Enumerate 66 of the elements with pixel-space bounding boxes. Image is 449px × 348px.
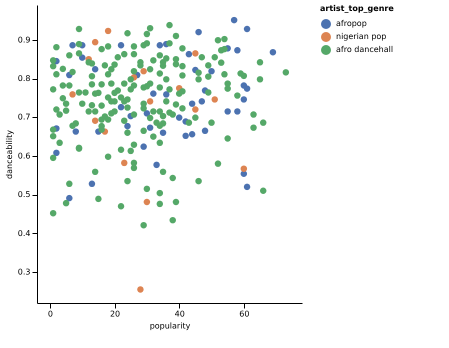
point bbox=[156, 42, 164, 48]
point bbox=[124, 122, 131, 130]
point bbox=[140, 143, 147, 150]
point bbox=[230, 16, 238, 24]
point bbox=[92, 117, 98, 124]
point bbox=[240, 165, 248, 172]
point bbox=[118, 104, 124, 110]
point bbox=[188, 131, 196, 138]
point bbox=[104, 28, 112, 34]
point bbox=[160, 129, 166, 136]
point bbox=[198, 98, 206, 105]
point bbox=[244, 184, 250, 190]
point bbox=[146, 98, 154, 105]
point bbox=[176, 114, 182, 121]
point bbox=[121, 160, 128, 166]
point bbox=[192, 50, 199, 57]
point bbox=[92, 66, 98, 72]
point bbox=[224, 108, 231, 115]
point bbox=[244, 26, 250, 32]
x-tick-label: 40 bbox=[174, 310, 185, 318]
point bbox=[186, 50, 192, 58]
point bbox=[270, 48, 276, 56]
point bbox=[137, 286, 144, 293]
point bbox=[188, 100, 196, 107]
point bbox=[88, 180, 96, 188]
point bbox=[240, 96, 248, 103]
point bbox=[212, 96, 218, 103]
point bbox=[234, 47, 241, 54]
point bbox=[153, 162, 160, 168]
y-tick-label: 0.5 bbox=[18, 190, 30, 200]
y-tick-label: 0.8 bbox=[18, 74, 30, 84]
y-axis-title: danceability bbox=[4, 130, 14, 179]
x-tick-label: 20 bbox=[110, 310, 120, 318]
point bbox=[92, 38, 98, 46]
point bbox=[163, 91, 170, 98]
y-tick-label: 0.6 bbox=[18, 151, 30, 160]
point bbox=[69, 91, 76, 98]
legend-label: afro dancehall bbox=[336, 45, 394, 54]
point bbox=[118, 42, 124, 48]
point bbox=[53, 150, 60, 156]
legend-label: afropop bbox=[336, 19, 367, 28]
y-tick-label: 0.7 bbox=[18, 112, 30, 122]
point bbox=[144, 110, 150, 117]
x-tick-label: 60 bbox=[239, 310, 250, 318]
x-axis-title: popularity bbox=[150, 322, 191, 330]
point bbox=[234, 108, 241, 115]
point bbox=[192, 106, 199, 113]
point bbox=[150, 90, 157, 97]
point bbox=[146, 124, 154, 131]
point bbox=[69, 42, 76, 48]
y-tick-label: 0.3 bbox=[18, 268, 30, 277]
point bbox=[202, 128, 208, 134]
point bbox=[182, 132, 189, 140]
point bbox=[66, 194, 73, 202]
point bbox=[140, 68, 147, 74]
point bbox=[244, 85, 250, 92]
legend-label: nigerian pop bbox=[336, 32, 386, 41]
y-tick-label: 0.9 bbox=[18, 35, 30, 44]
y-tick-label: 0.4 bbox=[18, 228, 30, 238]
legend-title: artist_top_genre bbox=[320, 4, 394, 13]
point bbox=[144, 198, 150, 206]
x-tick-label: 0 bbox=[48, 310, 53, 318]
point bbox=[195, 28, 202, 36]
point bbox=[72, 128, 80, 135]
point bbox=[79, 54, 86, 61]
point bbox=[208, 68, 215, 74]
